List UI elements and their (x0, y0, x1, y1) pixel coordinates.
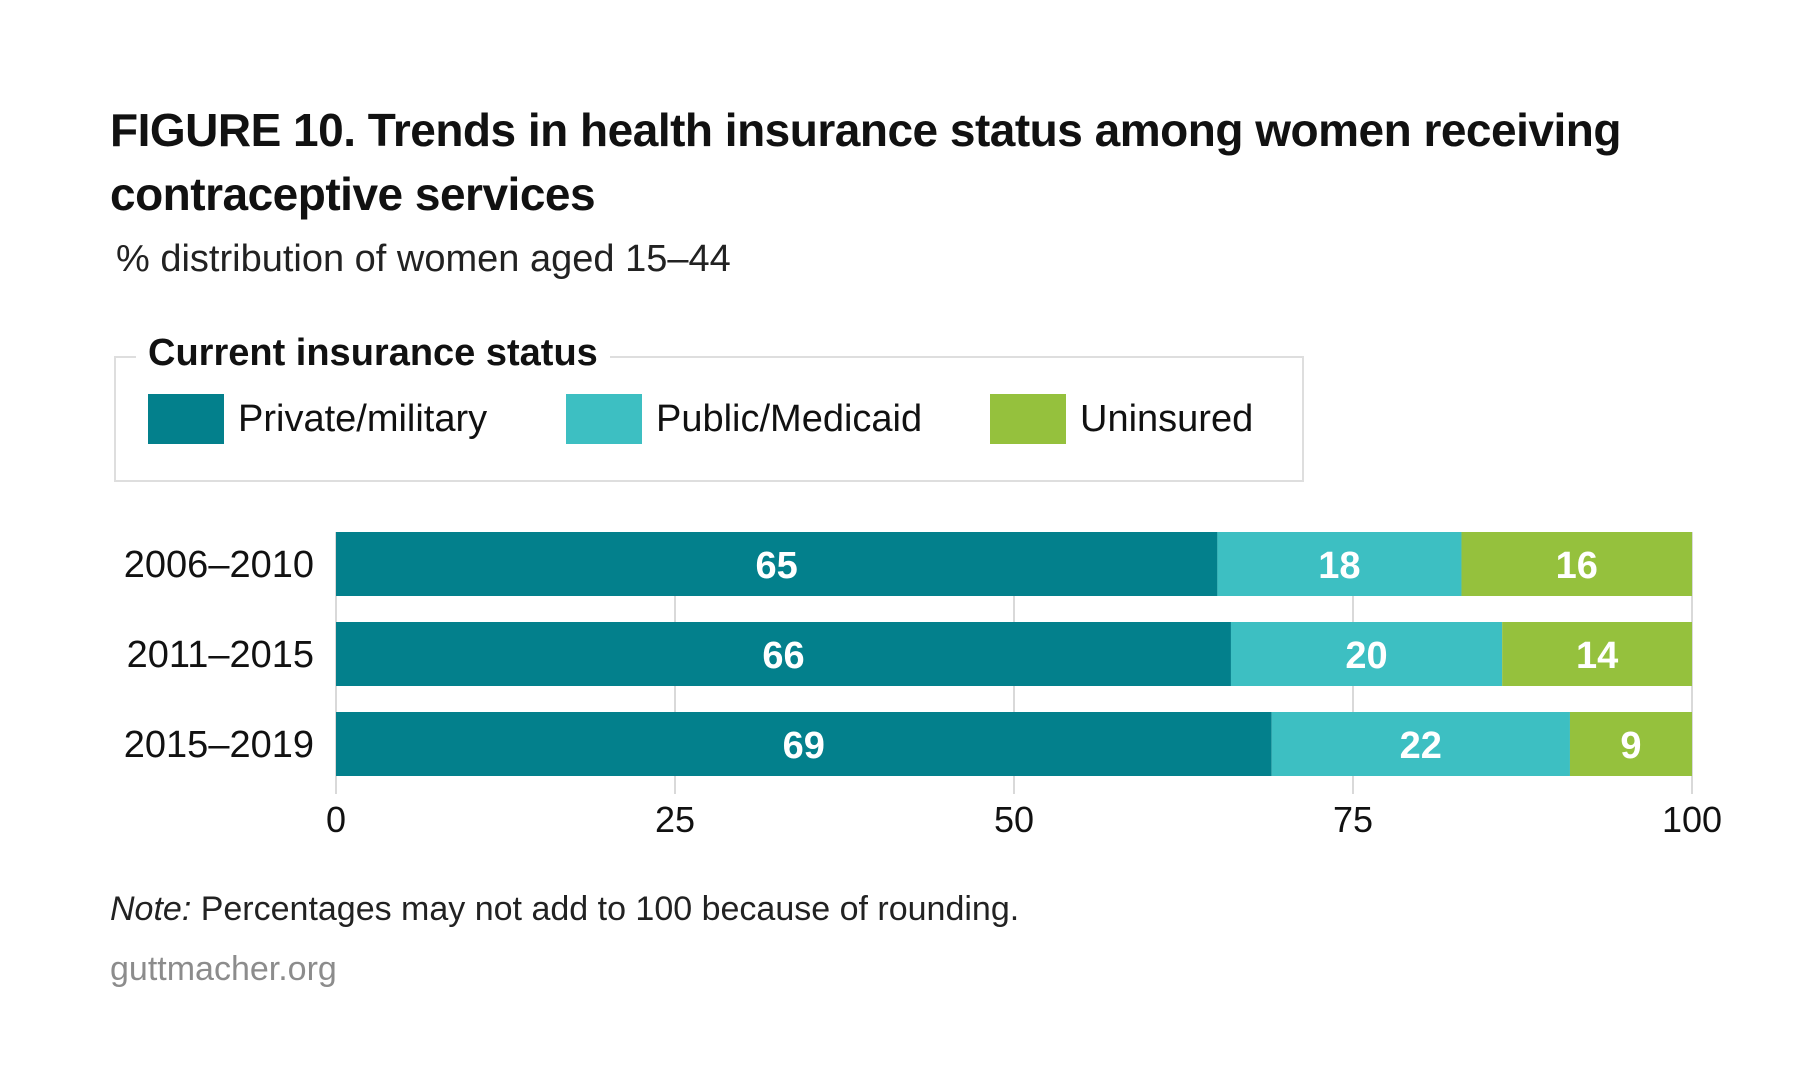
legend-swatch-private-military (148, 394, 224, 444)
bar-segment-uninsured (1461, 532, 1692, 596)
chart-title: FIGURE 10. Trends in health insurance st… (110, 104, 1621, 220)
bar-segment-public-medicaid (1230, 622, 1503, 686)
bar-segment-uninsured (1569, 712, 1692, 776)
footnote-prefix: Note: (110, 890, 192, 928)
bar-segment-private-military (336, 532, 1218, 596)
legend-label-private-military: Private/military (238, 397, 488, 440)
legend-swatch-public-medicaid (566, 394, 642, 444)
bar-segment-private-military (336, 712, 1272, 776)
legend-box (114, 356, 1304, 482)
category-label: 2006–2010 (124, 544, 314, 586)
legend-item-uninsured: Uninsured (990, 394, 1253, 444)
category-label: 2011–2015 (127, 634, 314, 676)
bar-segment-public-medicaid (1271, 712, 1570, 776)
bar-value-label: 22 (1400, 725, 1442, 767)
bar-value-label: 14 (1576, 635, 1618, 677)
chart-subtitle: % distribution of women aged 15–44 (116, 238, 731, 280)
source-credit: guttmacher.org (110, 950, 337, 988)
bar-value-label: 9 (1620, 725, 1641, 767)
legend-swatch-uninsured (990, 394, 1066, 444)
bar-segment-uninsured (1502, 622, 1692, 686)
footnote-text: Percentages may not add to 100 because o… (191, 890, 1020, 928)
x-tick-label-50: 50 (994, 799, 1034, 840)
legend-item-private-military: Private/military (148, 394, 487, 444)
footnote: Note: Percentages may not add to 100 bec… (110, 888, 1019, 930)
stacked-bar-chart: 65 18 16 66 20 14 69 22 9 2006–2010 2011–2015 2015… (124, 532, 1722, 840)
bars: 65 18 16 66 20 14 69 22 9 (336, 532, 1692, 776)
bar-segment-public-medicaid (1217, 532, 1462, 596)
x-axis-ticks: 0 25 50 75 100 (326, 799, 1722, 840)
x-tick-label-25: 25 (655, 799, 695, 840)
legend-title: Current insurance status (136, 330, 610, 376)
x-tick-label-75: 75 (1333, 799, 1373, 840)
bar-value-label: 66 (762, 635, 804, 677)
x-tick-label-0: 0 (326, 799, 346, 840)
bar-value-label: 18 (1318, 545, 1360, 587)
category-labels: 2006–2010 2011–2015 2015–2019 (124, 544, 314, 766)
bar-value-label: 20 (1345, 635, 1387, 677)
x-tick-label-100: 100 (1662, 799, 1722, 840)
category-label: 2015–2019 (124, 724, 314, 766)
bar-segment-private-military (336, 622, 1231, 686)
bar-value-label: 65 (756, 545, 798, 587)
legend-label-uninsured: Uninsured (1080, 397, 1254, 440)
bar-value-label: 69 (783, 725, 825, 767)
legend-item-public-medicaid: Public/Medicaid (566, 394, 922, 444)
bar-value-label: 16 (1556, 545, 1598, 587)
legend-label-public-medicaid: Public/Medicaid (656, 397, 923, 440)
